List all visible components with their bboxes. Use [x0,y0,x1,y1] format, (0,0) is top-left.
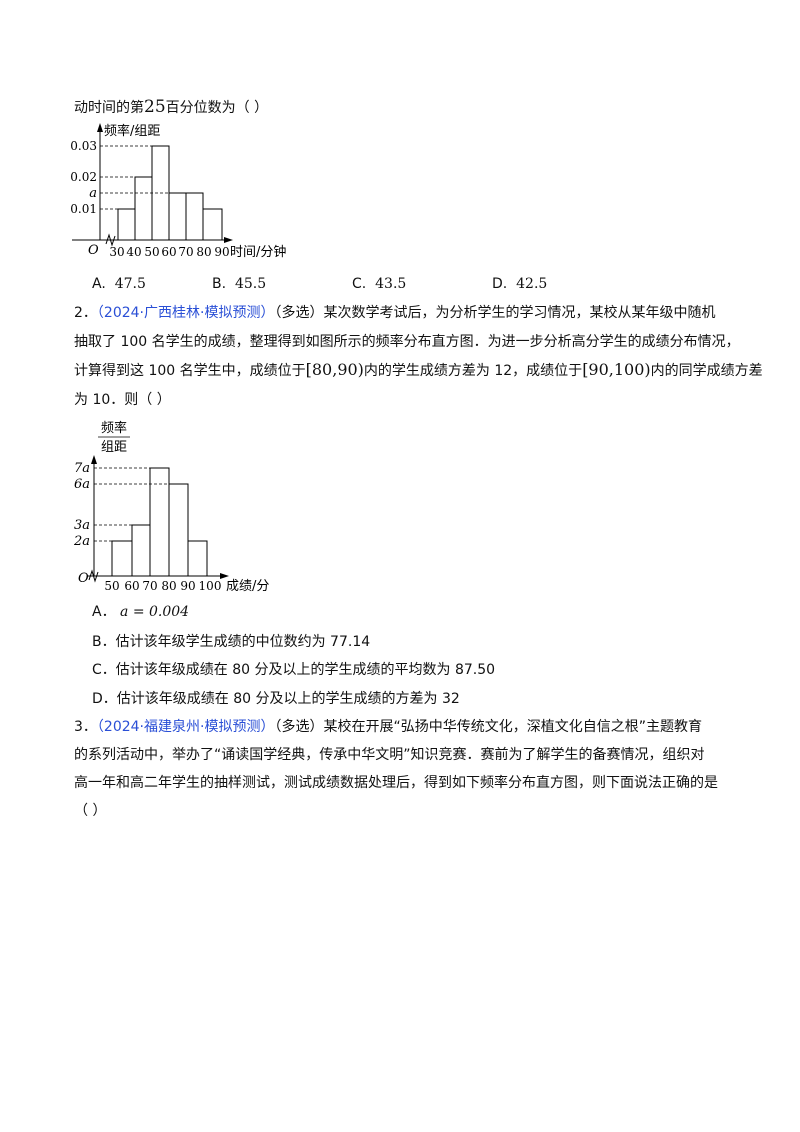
chart2-ytick-6a: 6a [74,477,90,492]
q3-stem-line2: 的系列活动中，举办了“诵读国学经典，传承中华文明”知识竞赛．赛前为了解学生的备赛… [74,747,705,763]
q2-option-b[interactable]: B．估计该年级学生成绩的中位数约为 77.14 [92,632,370,652]
chart1-ytick-a: a [89,186,97,201]
q1-stem: 动时间的第25百分位数为（ ） [74,97,268,118]
q1-stem-end: 百分位数为（ ） [165,100,269,116]
q1-option-a-label: A. [92,276,106,292]
chart1-xtick-90: 90 [214,245,229,259]
q1-option-b-value: 45.5 [234,276,267,292]
q2-line3-c: 内的同学成绩方差 [650,363,763,379]
q1-option-d-value: 42.5 [516,276,548,292]
q2-option-c-label: C． [92,662,116,678]
chart2-origin: O [78,571,89,586]
chart2-ytick-2a: 2a [73,534,90,549]
q2-line3-b: 内的学生成绩方差为 12，成绩位于 [363,363,583,379]
q3-type: （多选） [274,719,324,735]
chart1-bar-30-40 [117,208,136,241]
q2-line1-text: 某次数学考试后，为分析学生的学习情况，某校从某年级中随机 [323,305,716,321]
q3-source-tag[interactable]: （2024·福建泉州·模拟预测） [96,719,275,735]
chart2-xtick-80: 80 [161,579,176,593]
q2-interval-80-90: [80,90) [305,360,364,379]
q1-option-c-value: 43.5 [375,276,407,292]
chart2-bar-80-90 [168,483,189,577]
q1-option-b-label: B. [212,276,227,292]
chart1-histogram: 频率/组距 0.03 0.02 a 0.01 O 30 40 50 60 70 … [70,123,286,260]
q2-option-c[interactable]: C．估计该年级成绩在 80 分及以上的学生成绩的平均数为 87.50 [92,660,495,680]
q1-option-c-label: C. [352,276,367,292]
q1-option-a[interactable]: A. 47.5 [92,274,146,294]
chart1-x-arrow [224,237,233,243]
chart1-bar-40-50 [134,176,153,241]
chart1-xtick-40: 40 [126,245,141,259]
chart1-origin: O [88,243,99,258]
chart2-y-arrow [91,455,97,464]
chart2-xtick-60: 60 [124,579,139,593]
q1-stem-text: 动时间的第 [74,100,144,116]
chart1-xlabel: 时间/分钟 [230,244,286,260]
chart2-xtick-50: 50 [104,579,119,593]
chart2-ytick-7a: 7a [74,461,90,476]
q2-option-d[interactable]: D．估计该年级成绩在 80 分及以上的学生成绩的方差为 32 [92,689,460,709]
q2-option-d-label: D． [92,691,117,707]
q1-option-c[interactable]: C. 43.5 [352,274,406,294]
chart1-xtick-30: 30 [109,245,124,259]
chart2-xtick-100: 100 [199,579,222,593]
chart2-ylabel-top: 频率 [101,420,127,436]
q1-option-d[interactable]: D. 42.5 [492,274,547,294]
q2-option-a-label: A． [92,604,116,620]
q1-stem-number: 25 [144,97,166,117]
q2-option-a-value: a = 0.004 [120,604,190,620]
chart1-xtick-60: 60 [161,245,176,259]
q3-stem-line3: 高一年和高二年学生的抽样测试，测试成绩数据处理后，得到如下频率分布直方图，则下面… [74,775,718,791]
chart1-bar-80-90 [202,208,223,241]
q1-option-a-value: 47.5 [114,276,146,292]
q2-number: 2． [74,305,97,321]
chart1-bar-70-80 [185,192,204,241]
q2-stem-line2: 抽取了 100 名学生的成绩，整理得到如图所示的频率分布直方图．为进一步分析高分… [74,334,740,350]
q2-option-a[interactable]: A． a = 0.004 [92,602,189,622]
q3-number: 3． [74,719,97,735]
q2-stem-line1: 2．（2024·广西桂林·模拟预测）（多选）某次数学考试后，为分析学生的学习情况… [74,303,715,323]
q2-source-tag[interactable]: （2024·广西桂林·模拟预测） [96,305,275,321]
q2-line3-a: 计算得到这 100 名学生中，成绩位于 [74,363,306,379]
q2-option-d-value: 估计该年级成绩在 80 分及以上的学生成绩的方差为 32 [116,691,460,707]
chart2-xtick-70: 70 [142,579,157,593]
chart2-ylabel-bottom: 组距 [101,440,127,455]
chart1-ytick-002: 0.02 [70,170,97,184]
chart2-bar-60-70 [131,524,151,577]
q2-type: （多选） [274,305,324,321]
chart2-x-arrow [220,573,229,579]
chart1-ytick-003: 0.03 [70,139,97,153]
q2-stem-line4: 为 10．则（ ） [74,392,171,408]
q2-stem-line3: 计算得到这 100 名学生中，成绩位于[80,90)内的学生成绩方差为 12，成… [74,360,763,381]
chart2-axis-break [88,569,99,583]
q3-line1-text: 某校在开展“弘扬中华传统文化，深植文化自信之根”主题教育 [323,719,702,735]
q2-option-b-label: B． [92,634,116,650]
chart2-xlabel: 成绩/分 [226,579,269,594]
q2-option-c-value: 估计该年级成绩在 80 分及以上的学生成绩的平均数为 87.50 [115,662,496,678]
chart1-xtick-80: 80 [196,245,211,259]
q3-stem-line4: （ ） [74,803,107,819]
q2-option-b-value: 估计该年级学生成绩的中位数约为 77.14 [115,634,371,650]
chart1-bar-60-70 [168,192,187,241]
chart1-ytick-001: 0.01 [70,202,97,216]
q1-option-b[interactable]: B. 45.5 [212,274,266,294]
q1-option-d-label: D. [492,276,508,292]
chart2-bar-50-60 [111,540,133,577]
chart2-ytick-3a: 3a [74,518,90,533]
q3-stem-line1: 3．（2024·福建泉州·模拟预测）（多选）某校在开展“弘扬中华传统文化，深植文… [74,717,702,737]
chart2-bar-90-100 [187,540,208,577]
chart1-xtick-50: 50 [144,245,159,259]
chart1-y-arrow [97,123,103,132]
q2-interval-90-100: [90,100) [582,360,651,379]
chart2-xtick-90: 90 [180,579,195,593]
chart1-axis-break [105,233,116,247]
chart1-ylabel: 频率/组距 [104,123,160,139]
chart2-histogram: 频率 组距 7a 6a 3a 2a O 50 60 70 80 90 100 成… [73,420,269,594]
chart1-xtick-70: 70 [178,245,193,259]
